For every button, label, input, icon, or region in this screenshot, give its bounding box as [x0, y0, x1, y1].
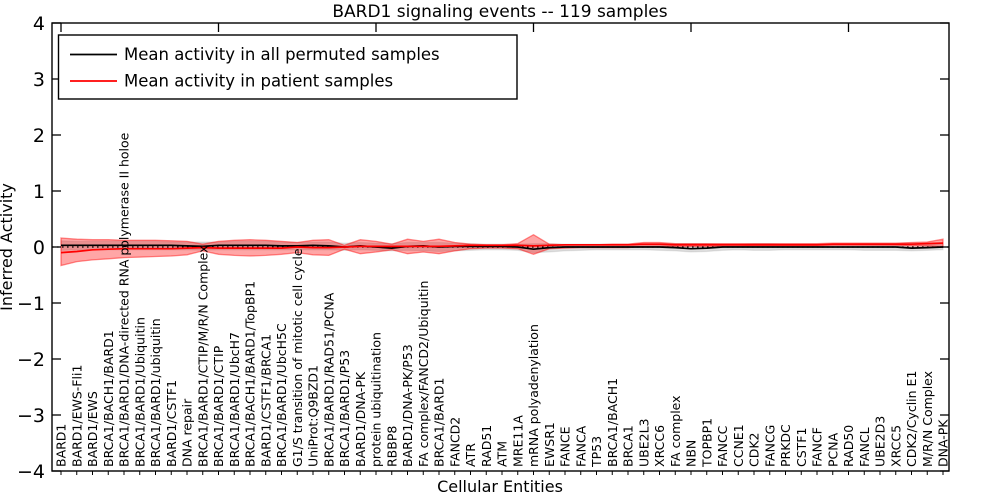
x-tick-label: FANCC [715, 425, 730, 467]
x-tick-label: M/R/N Complex [920, 371, 935, 467]
x-tick-label: TP53 [589, 436, 604, 468]
x-tick-label: BARD1/DNA-PK [353, 371, 368, 467]
x-tick-label: UBE2D3 [873, 416, 888, 467]
x-tick-label: BRCA1/BARD1/UbcH5C [274, 323, 289, 467]
x-tick-label: protein ubiquitination [369, 332, 384, 467]
x-tick-label: EWSR1 [542, 422, 557, 467]
x-tick-label: MRE11A [510, 415, 525, 467]
legend: Mean activity in all permuted samples Me… [57, 34, 518, 100]
x-tick-label: BRCA1/BACH1 [605, 378, 620, 467]
x-tick-label: CDK2 [747, 432, 762, 467]
x-tick-label: CCNE1 [731, 424, 746, 467]
x-tick-label: FA complex [668, 395, 683, 467]
x-tick-label: RAD51 [479, 425, 494, 467]
x-tick-label: BRCA1/BARD1/CTIP [211, 345, 226, 467]
axis-ticks [52, 22, 949, 475]
legend-box [57, 34, 518, 100]
x-tick-label: BARD1/CSTF1/BRCA1 [258, 334, 273, 467]
x-tick-label: FANCA [573, 425, 588, 467]
x-tick-label: BRCA1/BARD1/Ubiquitin [132, 317, 147, 467]
x-tick-label: XRCC5 [888, 425, 903, 467]
y-tick-label: 0 [33, 237, 45, 259]
x-tick-label: DNA repair [180, 398, 195, 467]
x-tick-label: FANCE [558, 426, 573, 467]
x-tick-label: CDK2/Cyclin E1 [904, 371, 919, 467]
y-tick-label: −3 [17, 405, 45, 427]
x-tick-label: BRCA1/BARD1 [432, 378, 447, 467]
x-tick-label: RBBP8 [384, 426, 399, 467]
x-tick-label: DNA-PK [936, 419, 951, 467]
y-axis-label: Inferred Activity [0, 183, 16, 311]
chart-title: BARD1 signaling events -- 119 samples [332, 2, 667, 22]
x-tick-label: ATM [495, 441, 510, 467]
x-tick-label: BARD1/EWS [85, 391, 100, 467]
line-permuted-mean [61, 244, 944, 251]
x-tick-label: BRCA1/BARD1/P53 [337, 350, 352, 467]
y-tick-label: 4 [33, 13, 45, 35]
x-tick-label: UniProt:Q9BZD1 [306, 365, 321, 467]
legend-label-patient: Mean activity in patient samples [124, 72, 393, 91]
x-tick-label: FANCD2 [447, 417, 462, 467]
y-tick-labels: 4 3 2 1 0 −1 −2 −3 −4 [17, 13, 45, 483]
x-tick-label: CSTF1 [794, 428, 809, 467]
x-tick-label: BRCA1/BARD1/UbcH7 [227, 332, 242, 467]
x-tick-label: BRCA1/BACH1/BARD1 [101, 330, 116, 467]
y-tick-label: 2 [33, 125, 45, 147]
x-tick-labels: BARD1 BARD1/EWS-Fli1 BARD1/EWS BRCA1/BACH1/… [54, 132, 951, 468]
y-tick-label: −2 [17, 349, 45, 371]
y-tick-label: −1 [17, 293, 45, 315]
x-tick-label: PCNA [825, 432, 840, 467]
x-tick-label: BRCA1/BACH1/BARD1/TopBP1 [243, 281, 258, 467]
line-patient-mean [60, 242, 944, 254]
x-tick-label: BARD1/DNA-PK/P53 [400, 344, 415, 467]
x-tick-label: BRCA1/BARD1/ubiquitin [148, 318, 163, 467]
series-lines [60, 242, 944, 254]
x-tick-label: BARD1 [54, 424, 69, 467]
x-tick-label: ATR [463, 443, 478, 467]
x-tick-label: BRCA1/BARD1/RAD51/PCNA [321, 292, 336, 467]
x-tick-label: BRCA1/BARD1/DNA-directed RNA polymerase … [117, 132, 132, 467]
x-tick-label: UBE2L3 [636, 419, 651, 468]
legend-label-permuted: Mean activity in all permuted samples [124, 45, 440, 64]
y-tick-label: −4 [17, 461, 45, 483]
x-tick-label: FANCF [810, 427, 825, 467]
y-tick-label: 3 [33, 69, 45, 91]
x-tick-label: BRCA1/BARD1/CTIP/M/R/N Complex [195, 245, 210, 467]
x-tick-label: NBN [684, 440, 699, 467]
x-tick-label: BARD1/CSTF1 [164, 380, 179, 467]
x-tick-label: FANCL [857, 427, 872, 467]
y-tick-label: 1 [33, 181, 45, 203]
x-axis-label: Cellular Entities [437, 477, 563, 496]
x-tick-label: TOPBP1 [699, 418, 714, 468]
x-tick-label: FA complex/FANCD2/Ubiquitin [416, 281, 431, 467]
x-tick-label: RAD50 [841, 425, 856, 467]
x-tick-label: XRCC6 [652, 425, 667, 467]
x-tick-label: PRKDC [778, 424, 793, 467]
x-tick-label: mRNA polyadenylation [526, 324, 541, 467]
x-tick-label: BRCA1 [621, 425, 636, 467]
x-tick-label: FANCG [762, 425, 777, 467]
x-tick-label: G1/S transition of mitotic cell cycle [290, 248, 305, 467]
x-tick-label: BARD1/EWS-Fli1 [69, 365, 84, 467]
